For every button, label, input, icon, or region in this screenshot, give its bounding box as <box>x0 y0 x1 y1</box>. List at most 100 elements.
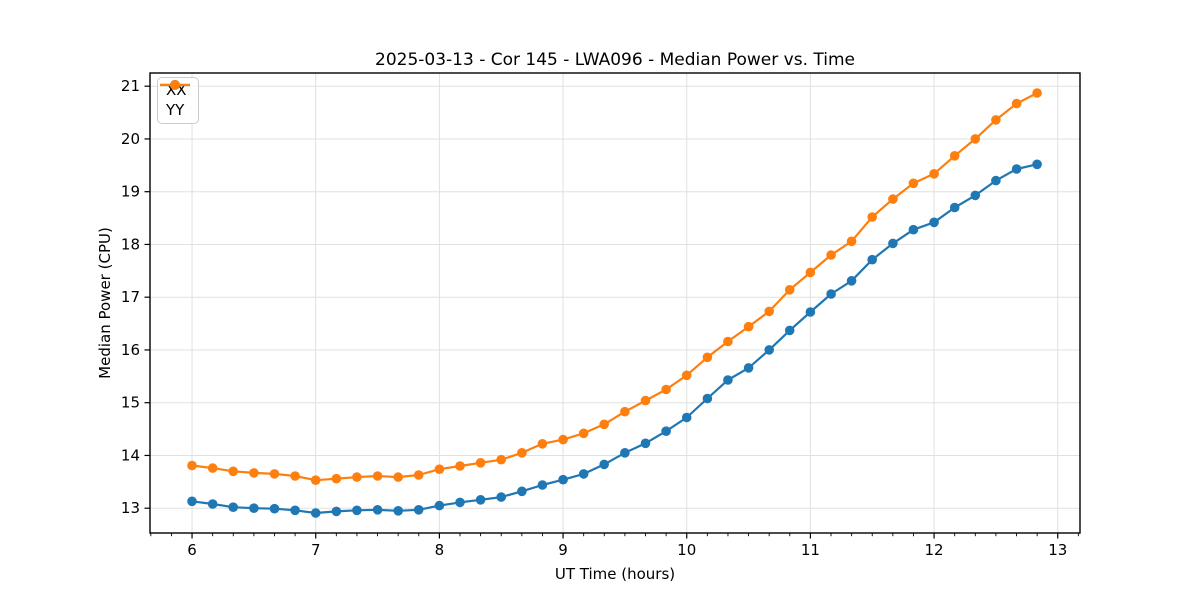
data-point-marker <box>372 471 383 481</box>
data-point-marker <box>1011 98 1022 109</box>
plot-border <box>149 72 1081 534</box>
data-point-marker <box>661 384 671 395</box>
data-point-marker <box>805 307 816 317</box>
data-point-marker <box>846 236 857 247</box>
data-point-marker <box>537 439 548 449</box>
y-tick-label: 15 <box>121 394 140 412</box>
data-point-marker <box>269 469 280 479</box>
data-point-marker <box>640 395 651 406</box>
y-axis-label: Median Power (CPU) <box>96 227 114 379</box>
data-point-marker <box>908 224 919 235</box>
data-point-marker <box>620 448 630 458</box>
data-point-marker <box>434 500 445 511</box>
y-tick-label: 18 <box>121 235 140 253</box>
data-point-marker <box>455 497 465 508</box>
data-point-marker <box>558 474 568 485</box>
data-point-marker <box>681 412 692 423</box>
data-point-marker <box>743 321 754 332</box>
data-point-marker <box>764 345 774 355</box>
data-point-marker <box>249 503 259 513</box>
x-tick-label: 11 <box>801 541 820 559</box>
data-point-marker <box>661 426 671 437</box>
data-point-marker <box>310 508 321 518</box>
data-point-marker <box>413 505 424 515</box>
data-point-marker <box>331 473 342 484</box>
legend: XX YY <box>157 77 199 124</box>
data-point-marker <box>290 505 300 516</box>
data-point-marker <box>352 472 362 482</box>
grid <box>150 73 1080 533</box>
x-tick-label: 12 <box>925 541 944 559</box>
x-tick-label: 9 <box>558 541 568 559</box>
data-point-marker <box>599 419 609 430</box>
series-line <box>191 92 1038 482</box>
data-point-marker <box>846 276 857 286</box>
data-point-marker <box>970 190 981 201</box>
data-point-marker <box>578 469 589 479</box>
axes-ticks: 6 7 8 9 10 11 12 13 13 14 15 16 17 18 19 20 21 <box>121 77 1079 559</box>
data-point-marker <box>228 466 238 477</box>
y-tick-label: 13 <box>121 499 140 517</box>
data-point-marker <box>784 285 795 295</box>
data-point-marker <box>908 178 919 189</box>
data-point-marker <box>764 306 774 317</box>
data-point-marker <box>434 464 445 475</box>
data-point-marker <box>187 496 197 507</box>
data-point-marker <box>290 471 300 481</box>
data-point-marker <box>249 468 259 478</box>
data-point-marker <box>991 175 1001 186</box>
data-point-marker <box>805 267 816 278</box>
data-point-marker <box>352 505 362 516</box>
x-axis-label: UT Time (hours) <box>555 565 675 583</box>
data-point-marker <box>537 480 548 490</box>
data-point-marker <box>888 238 898 249</box>
x-tick-label: 10 <box>677 541 696 559</box>
data-point-marker <box>826 250 836 260</box>
data-point-marker <box>413 470 424 480</box>
y-tick-label: 19 <box>121 183 140 201</box>
data-point-marker <box>517 448 527 458</box>
data-point-marker <box>929 169 939 179</box>
data-point-marker <box>1032 159 1042 170</box>
chart-title: 2025-03-13 - Cor 145 - LWA096 - Median P… <box>375 50 855 70</box>
data-point-marker <box>681 370 692 381</box>
data-point-marker <box>372 505 383 515</box>
data-point-marker <box>331 506 342 517</box>
legend-item-yy: YY <box>160 80 190 119</box>
data-point-marker <box>578 428 589 439</box>
y-tick-label: 17 <box>121 288 140 306</box>
data-point-marker <box>207 499 218 509</box>
data-point-marker <box>949 151 960 161</box>
data-point-marker <box>970 134 981 144</box>
data-point-marker <box>455 461 465 471</box>
data-point-marker <box>702 393 713 404</box>
data-point-marker <box>784 325 795 336</box>
x-tick-label: 13 <box>1048 541 1067 559</box>
data-point-marker <box>558 434 568 445</box>
data-point-marker <box>640 438 651 449</box>
data-point-marker <box>393 506 404 516</box>
y-tick-label: 16 <box>121 341 140 359</box>
series-line <box>191 163 1038 515</box>
x-tick-label: 6 <box>187 541 197 559</box>
data-point-marker <box>867 212 877 222</box>
legend-line-marker-sample <box>160 80 190 90</box>
data-point-marker <box>888 194 898 204</box>
data-point-marker <box>826 289 836 299</box>
data-point-marker <box>269 503 280 514</box>
data-point-marker <box>929 217 939 228</box>
data-point-marker <box>475 495 486 505</box>
data-point-marker <box>496 492 507 502</box>
data-point-marker <box>310 475 321 486</box>
x-tick-label: 7 <box>311 541 321 559</box>
data-point-marker <box>207 463 218 473</box>
data-point-marker <box>702 352 713 363</box>
data-point-marker <box>620 406 630 417</box>
x-tick-label: 8 <box>435 541 445 559</box>
data-point-marker <box>723 336 733 347</box>
legend-label-yy: YY <box>166 101 185 119</box>
data-point-marker <box>475 458 486 468</box>
data-point-marker <box>949 202 960 213</box>
